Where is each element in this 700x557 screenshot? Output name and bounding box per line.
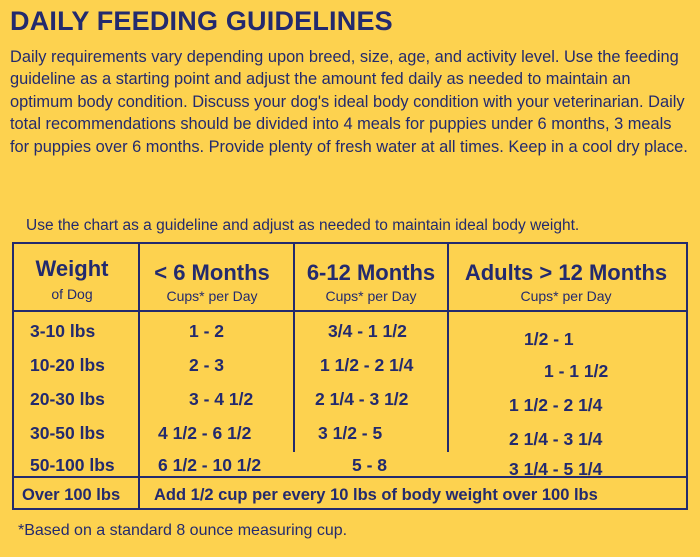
header-adults: Adults > 12 Months	[464, 260, 668, 285]
feeding-table: Weight of Dog < 6 Months Cups* per Day 6…	[12, 242, 688, 510]
table-cell-weight-over-100: Over 100 lbs	[22, 486, 121, 504]
header-under-6-months: < 6 Months	[154, 260, 270, 285]
table-cell-under-6: 2 - 3	[189, 355, 225, 375]
header-6-12-months: 6-12 Months	[306, 260, 436, 285]
table-cell-adult: 1/2 - 1	[524, 329, 574, 349]
column-divider	[138, 244, 140, 452]
header-weight-sub: of Dog	[51, 286, 93, 302]
page-title: DAILY FEEDING GUIDELINES	[10, 6, 393, 36]
table-cell-under-6: 4 1/2 - 6 1/2	[158, 423, 252, 443]
header-adults-sub: Cups* per Day	[520, 288, 612, 304]
column-divider	[447, 244, 449, 452]
table-cell-under-6: 6 1/2 - 10 1/2	[158, 455, 262, 475]
table-cell-adult: 1 - 1 1/2	[544, 361, 609, 381]
footnote: *Based on a standard 8 ounce measuring c…	[18, 522, 348, 539]
table-cell-6-12: 1 1/2 - 2 1/4	[320, 355, 414, 375]
table-cell-weight: 20-30 lbs	[30, 389, 105, 409]
table-cell-under-6: 1 - 2	[189, 321, 225, 341]
table-cell-6-12: 3/4 - 1 1/2	[328, 321, 407, 341]
chart-note: Use the chart as a guideline and adjust …	[26, 217, 580, 234]
table-cell-6-12: 2 1/4 - 3 1/2	[315, 389, 409, 409]
column-divider	[138, 452, 140, 510]
table-cell-adult: 3 1/4 - 5 1/4	[509, 459, 603, 479]
table-cell-weight: 3-10 lbs	[30, 321, 96, 341]
table-cell-adult: 1 1/2 - 2 1/4	[509, 395, 603, 415]
header-under-6-months-sub: Cups* per Day	[166, 288, 258, 304]
row-divider	[14, 476, 686, 478]
table-cell-weight: 50-100 lbs	[30, 455, 115, 475]
header-divider	[14, 310, 686, 312]
over-100-note: Add 1/2 cup per every 10 lbs of body wei…	[154, 486, 598, 504]
header-6-12-months-sub: Cups* per Day	[325, 288, 417, 304]
column-divider	[293, 244, 295, 452]
table-cell-adult: 2 1/4 - 3 1/4	[509, 429, 603, 449]
table-cell-under-6: 3 - 4 1/2	[189, 389, 254, 409]
header-weight: Weight	[35, 256, 109, 281]
intro-paragraph: Daily requirements vary depending upon b…	[10, 48, 688, 156]
table-cell-6-12: 3 1/2 - 5	[318, 423, 383, 443]
table-cell-6-12: 5 - 8	[352, 455, 388, 475]
table-cell-weight: 10-20 lbs	[30, 355, 105, 375]
table-cell-weight: 30-50 lbs	[30, 423, 105, 443]
